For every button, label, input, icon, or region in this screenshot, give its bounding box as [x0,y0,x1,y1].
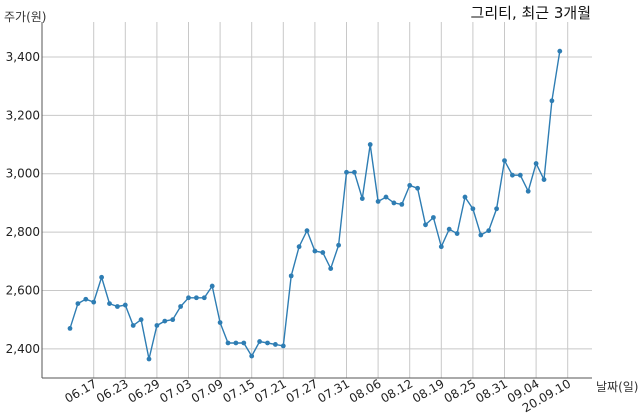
x-tick-label: 07.03 [157,376,194,405]
data-point [470,206,476,212]
data-point [344,169,349,175]
data-point [241,340,247,346]
data-point [320,250,326,255]
x-tick-label: 07.09 [189,376,226,405]
data-point [541,177,547,182]
data-point [525,188,531,194]
data-point [454,231,460,236]
x-tick-label: 07.27 [284,376,321,405]
data-point [91,299,97,305]
data-point [288,273,294,279]
data-point [257,339,262,344]
y-axis-title: 주가(원) [4,10,46,24]
data-point [438,244,444,250]
data-point [423,222,428,228]
x-tick-label: 07.21 [252,376,289,405]
x-tick-label: 08.25 [442,376,479,405]
data-point [217,320,223,325]
data-point [328,266,334,271]
data-point [383,194,389,200]
data-point [533,161,539,166]
data-point [146,356,152,362]
data-point [162,318,168,324]
data-point [415,185,420,191]
y-tick-label: 3,200 [6,108,40,122]
data-point [446,226,452,232]
data-point [107,301,112,306]
y-tick-label: 3,400 [6,50,40,64]
data-point [462,194,468,200]
y-tick-label: 3,000 [6,167,40,181]
x-tick-label: 06.17 [62,376,99,405]
data-point [304,228,310,234]
grid [42,22,592,378]
data-point [375,199,381,204]
y-tick-label: 2,400 [6,342,40,356]
data-point [494,206,499,212]
data-point [67,325,73,331]
x-tick-label: 08.06 [347,376,384,405]
data-point [99,274,104,280]
x-tick-label: 07.31 [315,376,352,405]
data-point [557,48,563,54]
data-point [233,340,239,346]
data-point [359,196,365,201]
x-tick-label: 08.31 [473,376,510,405]
data-point [431,215,436,220]
data-point [312,248,318,254]
x-tick-label: 08.19 [410,376,447,405]
chart-title: 그리티, 최근 3개월 [471,4,591,22]
data-point [130,323,136,328]
data-point [510,172,515,178]
data-point [549,98,555,104]
data-point [391,200,397,206]
series [67,48,563,362]
data-point [367,142,373,147]
x-tick-label: 08.12 [378,376,415,405]
x-tick-label: 06.29 [126,376,163,405]
data-point [186,295,191,301]
data-point [178,304,184,309]
data-point [336,242,341,248]
data-point [154,323,160,328]
x-axis-title: 날짜(일) [596,380,638,394]
data-point [407,183,413,188]
data-point [122,302,128,308]
data-point [265,340,270,346]
y-tick-label: 2,800 [6,225,40,239]
data-point [170,317,176,323]
data-point [209,283,215,289]
data-point [486,228,492,234]
data-point [502,158,507,164]
x-tick-label: 06.23 [94,376,131,405]
data-point [194,295,199,301]
data-point [138,317,144,323]
data-point [225,340,231,346]
data-point [352,169,357,175]
data-point [478,232,484,238]
data-point [249,353,255,359]
x-tick-label: 07.15 [220,376,257,405]
data-point [517,172,523,178]
data-point [83,296,89,302]
data-point [399,201,405,207]
data-point [280,343,286,349]
y-tick-label: 2,600 [6,283,40,297]
data-point [115,304,120,309]
data-point [296,244,302,250]
data-point [273,342,278,347]
data-point [75,301,81,306]
data-point [201,295,207,301]
